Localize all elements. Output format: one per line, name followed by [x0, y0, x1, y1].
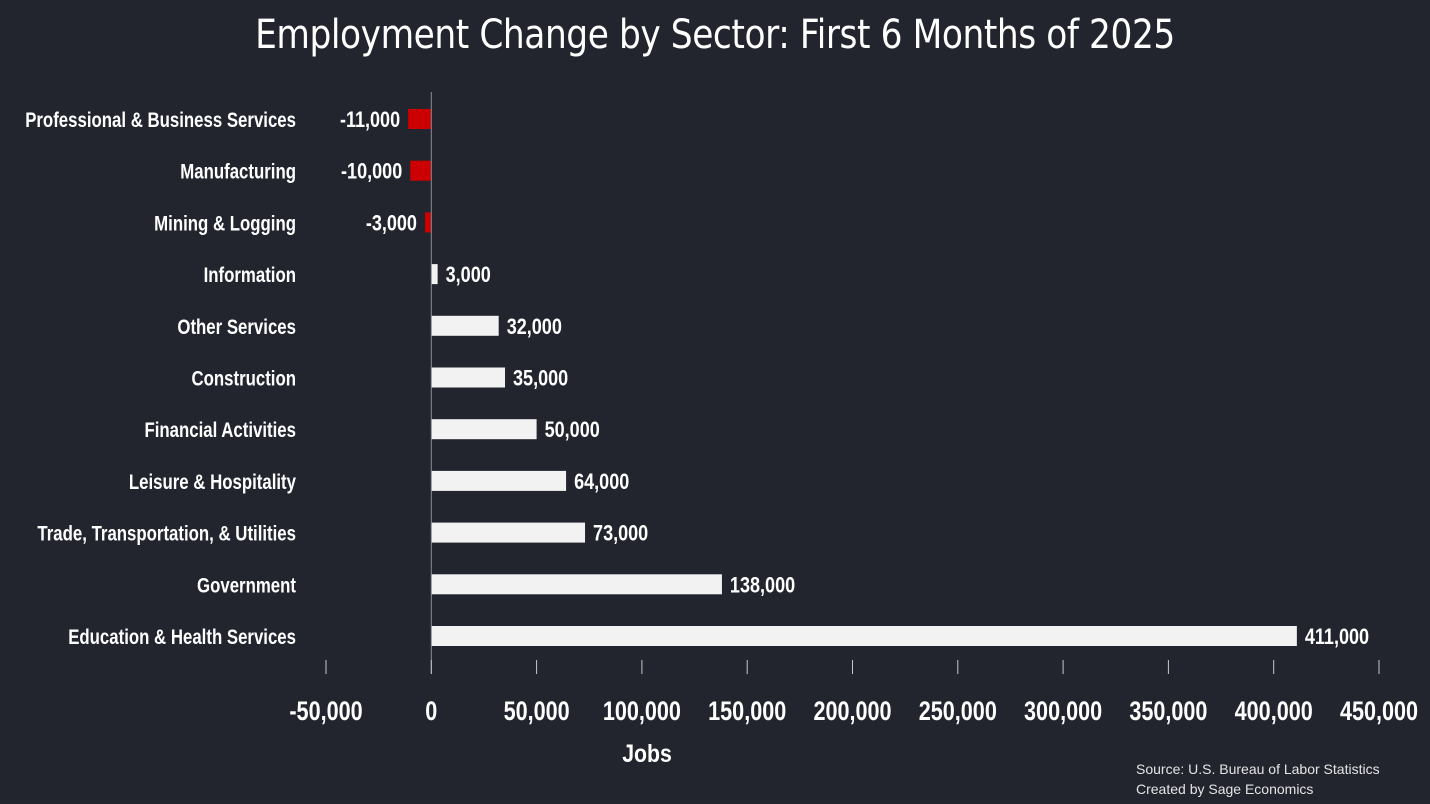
x-tick-label: 0: [425, 696, 437, 726]
bar: [431, 367, 506, 388]
category-label: Mining & Logging: [154, 212, 296, 235]
x-axis-label: Jobs: [622, 740, 672, 768]
chart-title: Employment Change by Sector: First 6 Mon…: [255, 12, 1175, 58]
category-label: Other Services: [177, 316, 296, 339]
bar: [431, 315, 499, 336]
value-label: -10,000: [341, 159, 402, 184]
value-label: -3,000: [366, 210, 417, 235]
bar: [408, 109, 432, 129]
x-tick-label: 100,000: [603, 696, 681, 726]
category-label: Trade, Transportation, & Utilities: [37, 523, 296, 546]
value-label: 73,000: [593, 521, 648, 546]
x-tick-label: 350,000: [1129, 696, 1207, 726]
category-label: Financial Activities: [144, 419, 296, 442]
source-line: Source: U.S. Bureau of Labor Statistics: [1136, 761, 1380, 777]
category-label: Leisure & Hospitality: [129, 471, 296, 494]
value-label: 138,000: [730, 572, 795, 597]
credit-line: Created by Sage Economics: [1136, 781, 1314, 797]
x-tick-label: 450,000: [1340, 696, 1418, 726]
value-label: -11,000: [340, 107, 400, 132]
category-label: Government: [197, 574, 296, 597]
x-axis: -50,000 0 50,000 100,000 150,000 200,000 250,0…: [289, 92, 1418, 726]
bar: [424, 212, 432, 233]
value-label: 50,000: [545, 417, 600, 442]
x-tick-label: 300,000: [1024, 696, 1102, 726]
bar: [431, 574, 722, 595]
x-tick-label: 400,000: [1235, 696, 1313, 726]
bar: [431, 626, 1297, 646]
value-label: 35,000: [513, 366, 568, 391]
category-label: Construction: [191, 368, 296, 391]
value-labels-group: -11,000 -10,000 -3,000 3,000 32,000 35,000 50,…: [340, 107, 1369, 649]
x-tick-label: -50,000: [289, 696, 362, 726]
x-tick-label: 150,000: [708, 696, 786, 726]
category-label: Manufacturing: [180, 161, 296, 184]
bar: [431, 419, 537, 440]
bar: [410, 160, 432, 181]
bar: [431, 470, 567, 491]
bars-group: [408, 109, 1297, 646]
x-tick-label: 200,000: [813, 696, 891, 726]
x-tick-label: 250,000: [919, 696, 997, 726]
value-label: 3,000: [446, 262, 491, 287]
value-label: 411,000: [1305, 624, 1369, 649]
category-labels-group: Professional & Business Services Manufact…: [25, 109, 296, 649]
value-label: 32,000: [507, 314, 562, 339]
bar: [431, 264, 438, 285]
category-label: Information: [204, 264, 296, 287]
category-label: Professional & Business Services: [25, 109, 296, 132]
bar: [431, 522, 586, 543]
category-label: Education & Health Services: [68, 626, 296, 649]
x-tick-label: 50,000: [504, 696, 570, 726]
value-label: 64,000: [574, 469, 629, 494]
source-note: Source: U.S. Bureau of Labor Statistics …: [1136, 759, 1380, 799]
